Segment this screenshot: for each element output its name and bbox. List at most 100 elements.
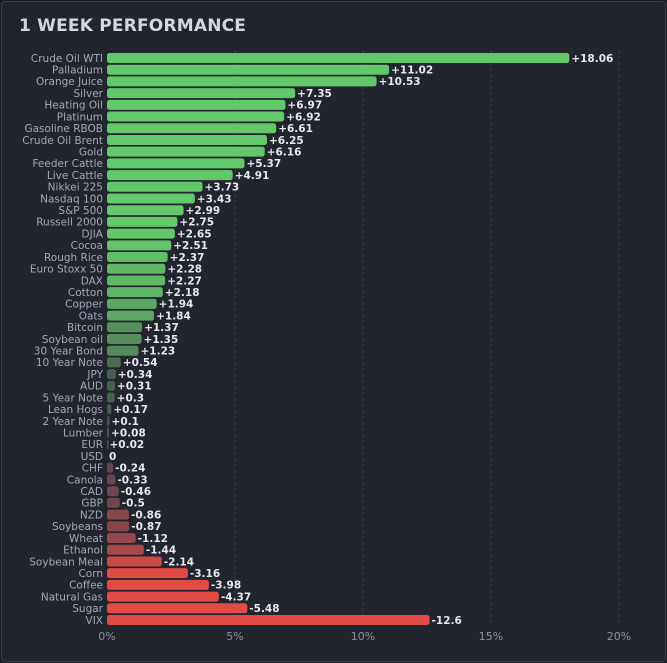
category-label: Coffee [69,580,103,592]
category-label: Natural Gas [41,591,103,603]
bar [107,474,116,485]
bar [107,193,195,204]
category-label: Heating Oil [44,100,103,112]
value-label: -0.24 [115,463,145,475]
bar [107,205,184,216]
bar [107,369,116,380]
bar [107,275,166,286]
category-label: Silver [74,88,104,100]
category-label: Sugar [72,603,103,615]
category-label: Corn [78,568,103,580]
value-label: -4.37 [221,591,251,603]
value-label: +2.99 [186,205,221,217]
bar [107,462,114,473]
category-label: JPY [86,369,103,381]
value-label: -0.46 [121,486,151,498]
bar [107,322,143,333]
bar [107,427,110,438]
bar [107,64,390,75]
bar [107,591,219,602]
value-label: +0.08 [111,427,146,439]
value-label: +2.37 [170,252,205,264]
category-label: CHF [82,463,103,475]
category-label: Cocoa [71,240,103,252]
category-label: Platinum [57,111,103,123]
bar [107,181,203,192]
value-label: -1.44 [146,545,176,557]
value-label: -12.6 [432,615,462,627]
value-label: -3.16 [190,568,220,580]
bar [107,88,296,99]
category-label: Live Cattle [47,170,103,182]
value-label: +4.91 [235,170,270,182]
category-label: Cotton [68,287,103,299]
value-label: -1.12 [138,533,168,545]
x-tick-label: 0% [98,630,115,643]
category-label: Lumber [63,427,104,439]
value-label: +0.02 [110,439,145,451]
category-label: VIX [86,615,103,627]
bar [107,76,377,87]
bar [107,497,120,508]
value-label: -2.14 [164,556,194,568]
category-label: 2 Year Note [43,416,103,428]
value-label: -0.33 [117,474,147,486]
bar [107,404,112,415]
category-label: Oats [79,310,103,322]
bar [107,123,277,134]
category-label: Nasdaq 100 [40,193,103,205]
value-label: +0.3 [117,392,144,404]
value-label: +1.84 [156,310,191,322]
category-label: CAD [80,486,103,498]
x-tick-label: 5% [226,630,243,643]
category-label: DJIA [82,228,104,240]
category-label: 5 Year Note [43,392,103,404]
category-label: Rough Rice [44,252,103,264]
bar [107,334,142,344]
value-label: +1.37 [144,322,179,334]
category-label: AUD [80,381,103,393]
value-label: +18.06 [571,53,613,65]
value-label: +2.28 [167,264,202,276]
bar [107,240,172,251]
category-label: Euro Stoxx 50 [30,264,103,276]
bar [107,216,178,227]
value-label: +6.97 [287,100,322,112]
value-label: -5.48 [249,603,279,615]
category-label: 10 Year Note [36,357,103,369]
value-label: 0 [109,451,116,463]
value-label: +0.34 [118,369,153,381]
category-label: Crude Oil Brent [22,135,103,147]
category-label: 30 Year Bond [34,346,103,358]
category-label: Lean Hogs [48,404,103,416]
category-label: Bitcoin [67,322,103,334]
bar [107,345,139,356]
value-label: +0.1 [112,416,139,428]
bar [107,287,163,298]
category-label: GBP [81,498,103,510]
value-label: +2.18 [165,287,200,299]
value-label: +7.35 [297,88,332,100]
value-label: +10.53 [379,76,421,88]
bar [107,533,136,544]
bar [107,568,188,579]
value-label: +2.51 [173,240,208,252]
value-label: +6.25 [269,135,304,147]
value-label: +1.35 [144,334,179,346]
bar [107,158,245,169]
category-label: S&P 500 [58,205,103,217]
category-label: Soybean Meal [29,556,103,568]
x-tick-label: 20% [607,630,631,643]
chart-title: 1 WEEK PERFORMANCE [19,16,247,36]
value-label: +2.75 [179,217,214,229]
value-label: +3.73 [204,182,239,194]
category-label: Russell 2000 [36,217,103,229]
value-label: +3.43 [197,193,232,205]
bar [107,579,209,590]
value-label: +0.54 [123,357,158,369]
bar [107,439,109,450]
category-label: Wheat [69,533,103,545]
bar [107,357,121,368]
value-label: -0.87 [131,521,161,533]
value-label: +11.02 [391,65,433,77]
